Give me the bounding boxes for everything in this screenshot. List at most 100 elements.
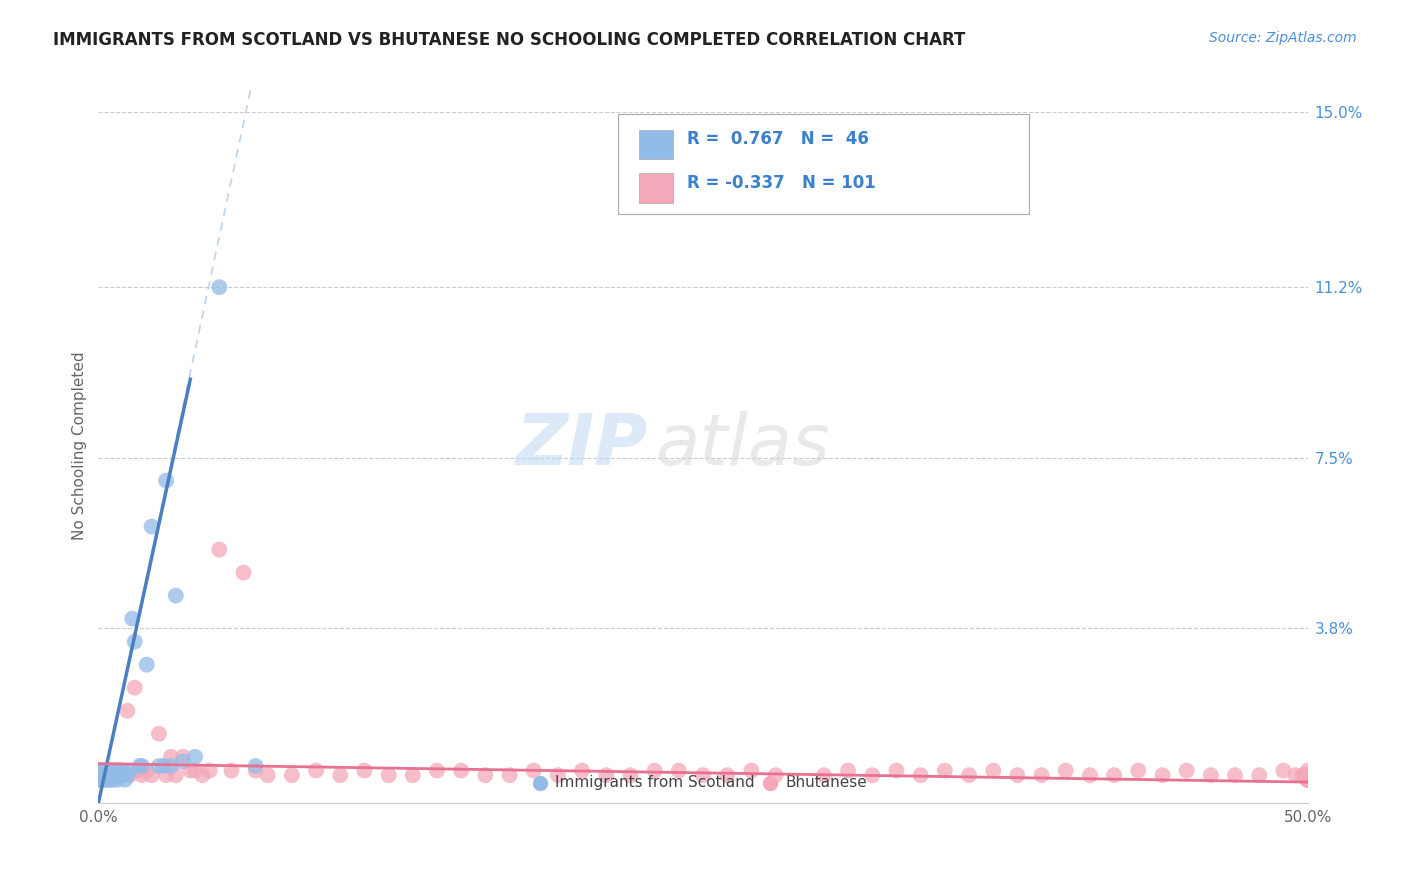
Point	[91, 764, 114, 778]
Point	[1102, 768, 1125, 782]
Text: Source: ZipAtlas.com: Source: ZipAtlas.com	[1209, 31, 1357, 45]
Point	[94, 772, 117, 787]
Point	[1152, 768, 1174, 782]
Point	[131, 759, 153, 773]
Point	[547, 768, 569, 782]
Point	[107, 768, 129, 782]
Point	[108, 764, 131, 778]
Point	[1175, 764, 1198, 778]
Point	[91, 772, 114, 787]
Point	[329, 768, 352, 782]
FancyBboxPatch shape	[638, 173, 673, 203]
Point	[97, 764, 120, 778]
Point	[114, 768, 136, 782]
Point	[100, 764, 122, 778]
Y-axis label: No Schooling Completed: No Schooling Completed	[72, 351, 87, 541]
Point	[910, 768, 932, 782]
Point	[198, 764, 221, 778]
Point	[111, 768, 134, 782]
Point	[107, 764, 129, 778]
Point	[450, 764, 472, 778]
Point	[256, 768, 278, 782]
Point	[281, 768, 304, 782]
Point	[970, 666, 993, 681]
Point	[837, 764, 859, 778]
Point	[498, 768, 520, 782]
Point	[94, 768, 117, 782]
Point	[1296, 772, 1319, 787]
Point	[128, 764, 150, 778]
Text: IMMIGRANTS FROM SCOTLAND VS BHUTANESE NO SCHOOLING COMPLETED CORRELATION CHART: IMMIGRANTS FROM SCOTLAND VS BHUTANESE NO…	[53, 31, 966, 49]
Point	[716, 768, 738, 782]
Point	[957, 768, 980, 782]
Point	[101, 764, 124, 778]
Point	[155, 768, 177, 782]
Point	[107, 764, 129, 778]
Point	[101, 768, 124, 782]
Point	[160, 759, 183, 773]
Point	[94, 768, 117, 782]
Point	[160, 749, 183, 764]
Point	[813, 768, 835, 782]
Point	[165, 768, 187, 782]
Text: Immigrants from Scotland: Immigrants from Scotland	[555, 775, 755, 790]
Point	[426, 764, 449, 778]
Point	[100, 764, 122, 778]
Point	[1292, 768, 1315, 782]
Point	[97, 772, 120, 787]
Point	[90, 764, 112, 778]
Point	[1031, 768, 1053, 782]
Point	[1296, 768, 1319, 782]
Text: ZIP: ZIP	[516, 411, 648, 481]
Point	[100, 768, 122, 782]
Point	[90, 764, 112, 778]
Point	[148, 727, 170, 741]
Point	[124, 634, 146, 648]
Point	[97, 768, 120, 782]
Point	[108, 768, 131, 782]
Point	[208, 280, 231, 294]
Point	[117, 768, 139, 782]
Point	[104, 768, 127, 782]
Text: R = -0.337   N = 101: R = -0.337 N = 101	[688, 174, 876, 192]
Point	[121, 612, 143, 626]
Point	[245, 759, 267, 773]
FancyBboxPatch shape	[619, 114, 1029, 214]
Point	[191, 768, 214, 782]
Point	[117, 704, 139, 718]
Point	[141, 768, 163, 782]
Point	[1007, 768, 1029, 782]
Point	[1296, 772, 1319, 787]
Point	[100, 768, 122, 782]
Point	[1296, 768, 1319, 782]
Point	[740, 764, 762, 778]
Point	[100, 772, 122, 787]
Point	[377, 768, 399, 782]
Point	[101, 764, 124, 778]
Point	[128, 759, 150, 773]
Point	[100, 764, 122, 778]
Point	[90, 768, 112, 782]
Point	[91, 768, 114, 782]
Point	[148, 759, 170, 773]
Point	[1294, 768, 1316, 782]
Point	[184, 764, 207, 778]
Point	[165, 589, 187, 603]
Point	[305, 764, 328, 778]
Point	[90, 768, 112, 782]
Point	[135, 657, 157, 672]
Point	[765, 768, 787, 782]
Point	[94, 764, 117, 778]
Point	[111, 764, 134, 778]
Point	[90, 772, 112, 787]
Point	[107, 772, 129, 787]
Point	[97, 768, 120, 782]
Point	[1284, 768, 1306, 782]
Point	[353, 764, 375, 778]
Point	[886, 764, 908, 778]
Point	[1296, 768, 1319, 782]
Point	[94, 764, 117, 778]
Point	[208, 542, 231, 557]
Point	[135, 764, 157, 778]
Point	[1296, 772, 1319, 787]
